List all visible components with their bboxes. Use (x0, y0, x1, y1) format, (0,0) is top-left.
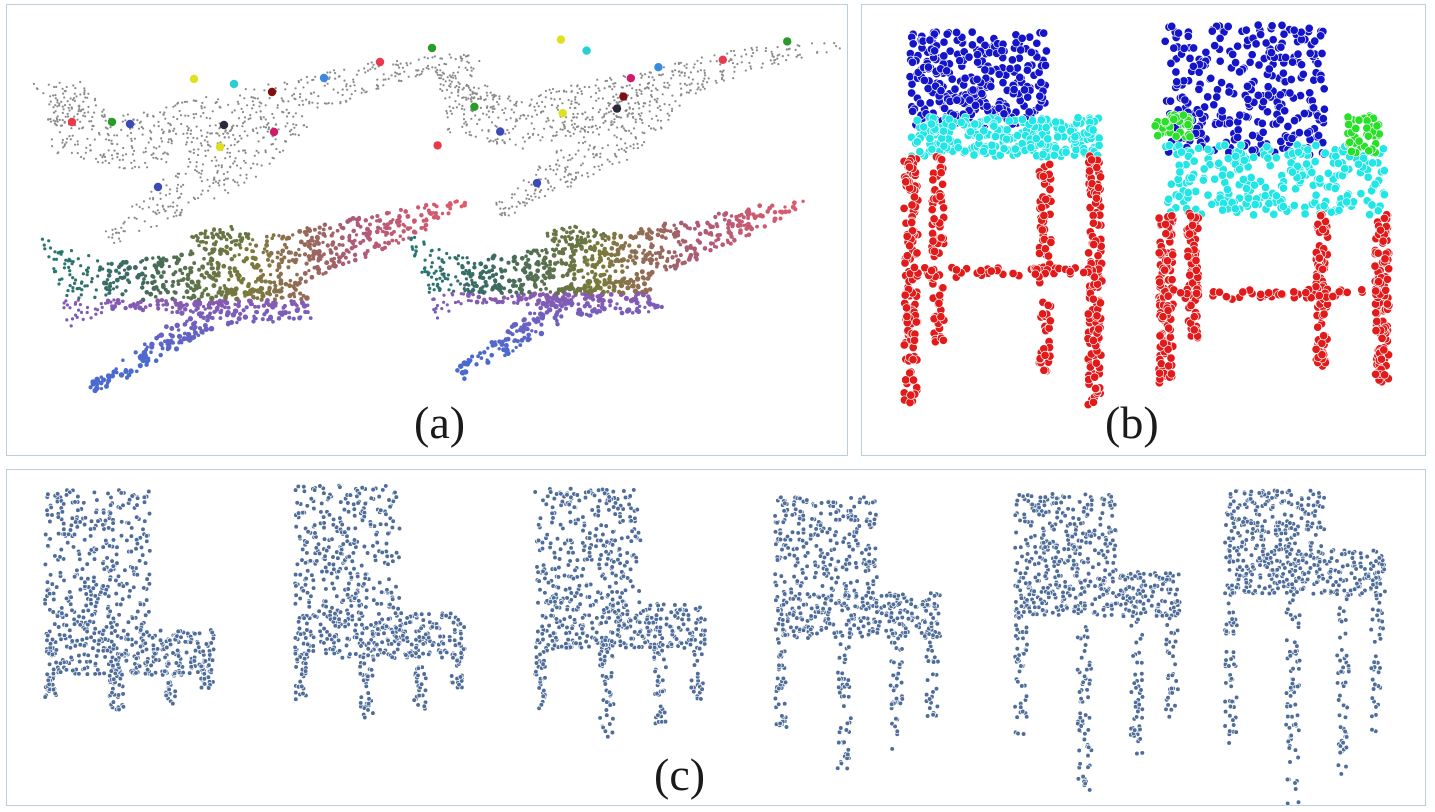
interp-chair-5 (1012, 491, 1183, 793)
caption-a: (a) (414, 397, 466, 448)
sparse-airplane-left (32, 43, 481, 244)
interp-chair-1 (42, 487, 217, 713)
caption-c: (c) (654, 749, 706, 800)
segmented-chair-right (1150, 20, 1394, 388)
panel-c-chair-interpolation (6, 469, 1426, 806)
gradient-airplane-right (409, 199, 805, 381)
gradient-airplane-left (40, 199, 468, 394)
interp-chair-6 (1222, 487, 1388, 807)
segmented-chair-left (899, 27, 1107, 410)
interp-chair-3 (532, 486, 708, 740)
sparse-airplane-right (433, 35, 841, 217)
interp-chair-2 (292, 483, 468, 721)
caption-b: (b) (1105, 397, 1159, 448)
interp-chair-4 (772, 494, 943, 772)
